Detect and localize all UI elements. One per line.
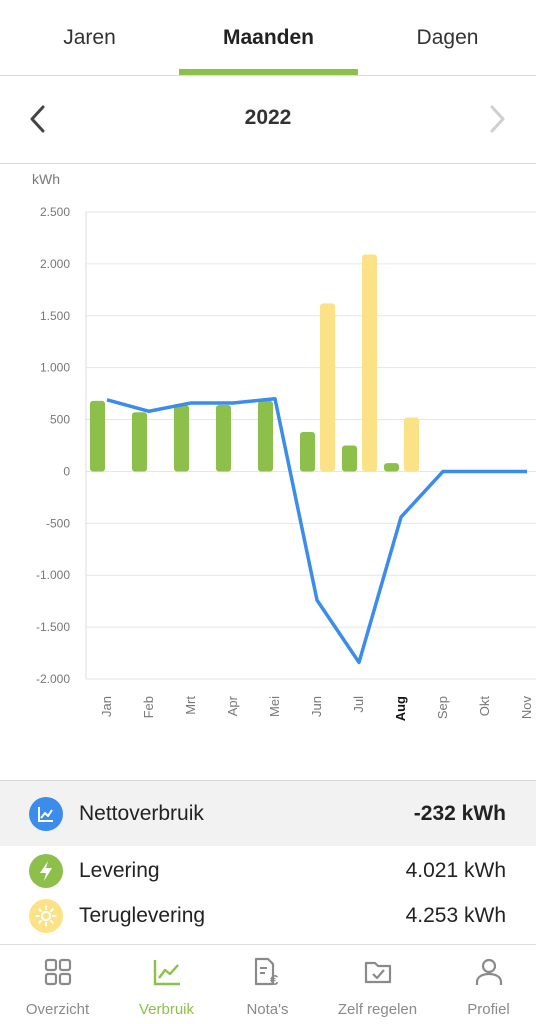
y-tick-label: 0 bbox=[63, 464, 70, 478]
usage-chart: kWh 2.500 2.000 1.500 1.000 500 0 -500 -1.000 -1.… bbox=[0, 166, 536, 756]
nav-zelf-regelen[interactable]: Zelf regelen bbox=[324, 945, 431, 1024]
nav-overzicht-label: Overzicht bbox=[25, 1001, 90, 1018]
nav-verbruik-label: Verbruik bbox=[138, 1001, 195, 1018]
tab-dagen[interactable]: Dagen bbox=[358, 0, 536, 76]
x-tick-label: Nov bbox=[519, 696, 534, 720]
tab-dagen-label: Dagen bbox=[416, 26, 479, 49]
teruglevering-bar bbox=[320, 303, 335, 472]
nav-profiel[interactable]: Profiel bbox=[435, 945, 536, 1024]
summary-row-levering[interactable]: Levering 4.021 kWh bbox=[0, 846, 536, 896]
teruglevering-bar bbox=[362, 254, 377, 472]
x-tick-label: Mrt bbox=[183, 696, 198, 715]
y-tick-label: -1.500 bbox=[36, 620, 70, 634]
teruglevering-label: Teruglevering bbox=[79, 904, 206, 927]
chevron-right-icon bbox=[490, 105, 505, 133]
teruglevering-value: 4.253 kWh bbox=[405, 904, 506, 927]
y-tick-label: 2.500 bbox=[40, 205, 70, 219]
teruglevering-bar bbox=[404, 417, 419, 472]
x-tick-label: Aug bbox=[393, 696, 408, 721]
y-tick-label: 2.000 bbox=[40, 257, 70, 271]
tab-maanden[interactable]: Maanden bbox=[179, 0, 358, 76]
nettoverbruik-line bbox=[106, 397, 527, 665]
nav-profiel-label: Profiel bbox=[467, 1001, 510, 1018]
period-label: 2022 bbox=[244, 106, 292, 129]
nav-verbruik[interactable]: Verbruik bbox=[113, 945, 220, 1024]
y-tick-label: -2.000 bbox=[36, 672, 70, 686]
nav-zelf-regelen-label: Zelf regelen bbox=[337, 1001, 418, 1018]
x-tick-label: Apr bbox=[225, 695, 240, 716]
tab-maanden-label: Maanden bbox=[222, 26, 314, 49]
levering-bar bbox=[174, 405, 189, 472]
folder-check-icon bbox=[364, 961, 391, 984]
x-tick-label: Feb bbox=[141, 696, 156, 718]
x-tick-label: Sep bbox=[435, 696, 450, 719]
usage-chart-svg: kWh 2.500 2.000 1.500 1.000 500 0 -500 -1.000 -1.… bbox=[32, 171, 536, 721]
tab-jaren[interactable]: Jaren bbox=[0, 0, 179, 76]
tab-jaren-label: Jaren bbox=[63, 26, 116, 49]
nav-overzicht[interactable]: Overzicht bbox=[4, 945, 111, 1024]
x-tick-label: Okt bbox=[477, 696, 492, 717]
chevron-left-icon bbox=[30, 105, 45, 133]
levering-bar bbox=[300, 432, 315, 472]
levering-bar bbox=[90, 400, 105, 472]
lightning-icon bbox=[29, 854, 63, 888]
active-tab-indicator bbox=[179, 69, 358, 75]
chart-icon bbox=[153, 960, 180, 986]
grid-icon bbox=[44, 958, 71, 986]
summary-row-teruglevering[interactable]: Teruglevering 4.253 kWh bbox=[0, 891, 536, 941]
y-tick-label: 1.500 bbox=[40, 309, 70, 323]
nav-notas[interactable]: € Nota's bbox=[214, 945, 321, 1024]
y-tick-label: -1.000 bbox=[36, 568, 70, 582]
period-tabs: Jaren Maanden Dagen bbox=[0, 0, 536, 76]
bottom-navigation: Overzicht Verbruik € Nota's bbox=[0, 944, 536, 1024]
levering-bar bbox=[384, 463, 399, 472]
levering-bar bbox=[342, 445, 357, 472]
x-tick-label: Jul bbox=[351, 696, 366, 713]
levering-bar bbox=[258, 400, 273, 472]
nettoverbruik-value: -232 kWh bbox=[413, 801, 506, 825]
y-tick-label: 1.000 bbox=[40, 361, 70, 375]
levering-label: Levering bbox=[79, 859, 160, 882]
levering-bar bbox=[216, 405, 231, 472]
y-tick-label: 500 bbox=[50, 413, 70, 427]
line-chart-icon bbox=[29, 796, 63, 831]
x-tick-label: Mei bbox=[267, 696, 282, 717]
svg-text:€: € bbox=[270, 972, 279, 987]
summary-row-nettoverbruik[interactable]: Nettoverbruik -232 kWh bbox=[0, 780, 536, 846]
levering-value: 4.021 kWh bbox=[405, 859, 506, 882]
period-selector: 2022 bbox=[0, 76, 536, 164]
previous-period-button[interactable] bbox=[22, 102, 52, 136]
y-tick-label: -500 bbox=[46, 516, 70, 530]
nav-notas-label: Nota's bbox=[246, 1001, 289, 1018]
x-tick-label: Jan bbox=[99, 696, 114, 717]
y-axis-unit-label: kWh bbox=[32, 171, 60, 187]
next-period-button[interactable] bbox=[483, 102, 513, 136]
levering-bar bbox=[132, 412, 147, 472]
invoice-icon: € bbox=[254, 957, 279, 987]
nettoverbruik-label: Nettoverbruik bbox=[79, 801, 204, 825]
sun-icon bbox=[29, 899, 63, 933]
x-tick-label: Jun bbox=[309, 696, 324, 717]
user-icon bbox=[475, 958, 502, 985]
